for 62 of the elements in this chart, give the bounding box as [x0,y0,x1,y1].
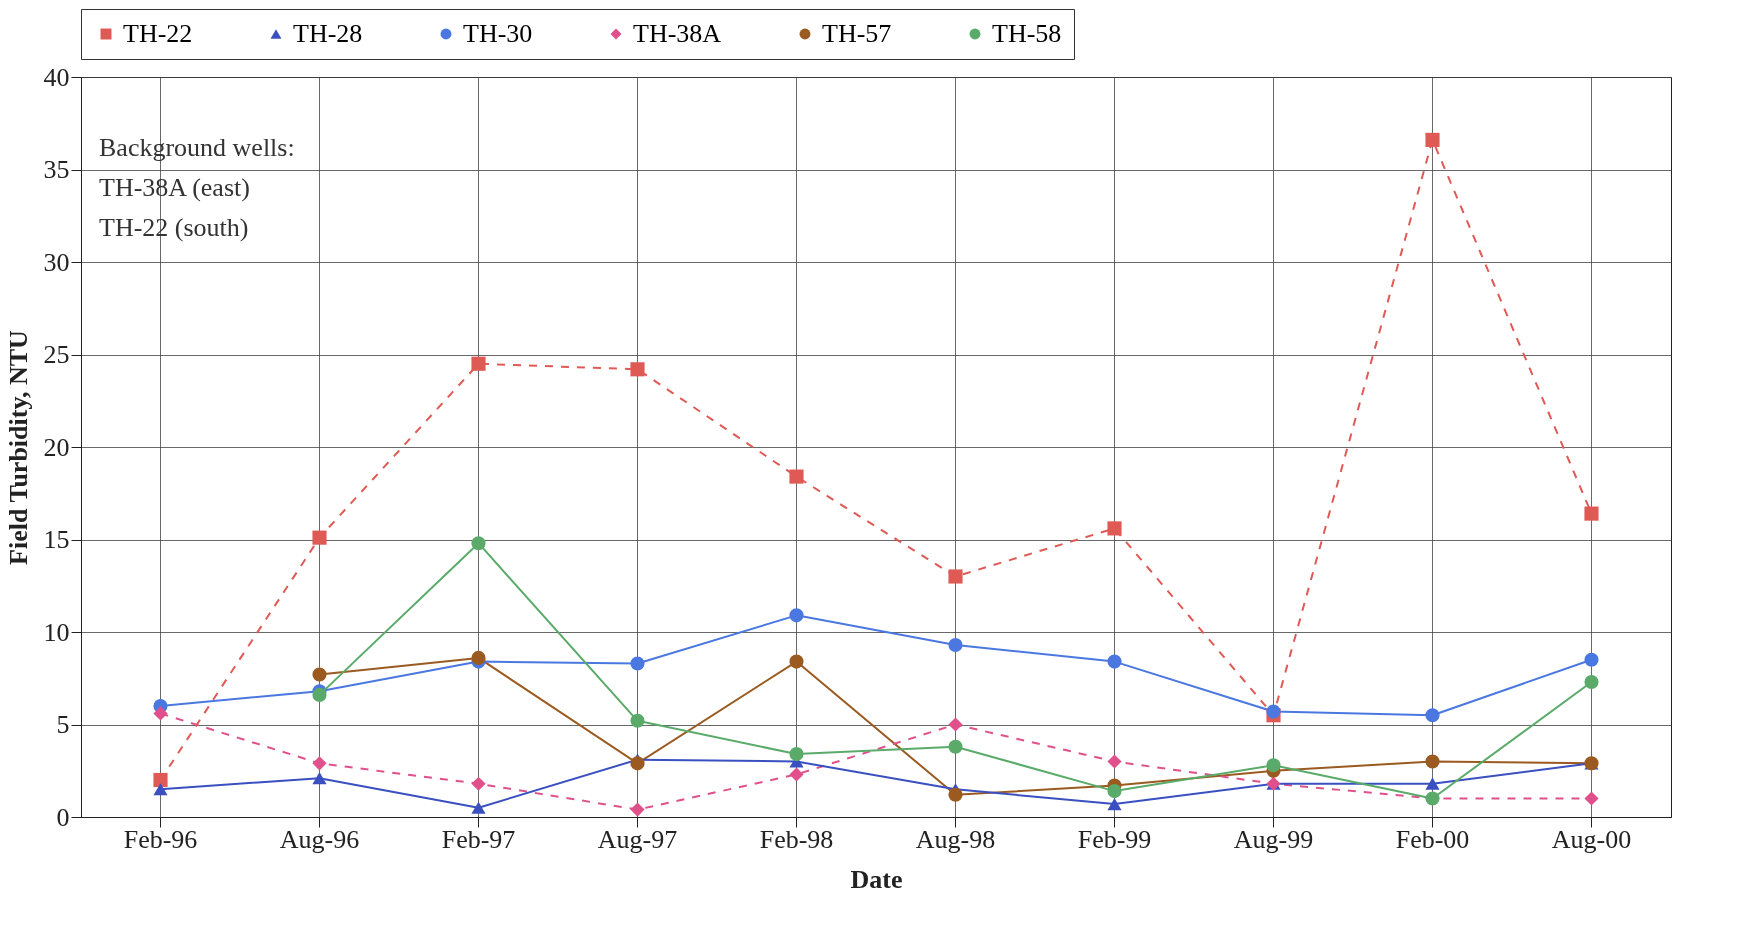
x-tick-label: Feb-97 [441,824,516,854]
point [630,802,645,817]
point [1425,777,1440,790]
point [312,530,327,545]
point [789,767,804,782]
x-tick-label: Feb-00 [1395,824,1470,854]
point [630,656,645,671]
y-tick-label: 5 [56,710,70,739]
x-tick-label: Aug-96 [279,824,360,854]
point [153,772,168,788]
point [1107,797,1122,811]
point [789,469,804,484]
point [948,637,963,653]
legend-label: TH-38A [633,19,722,48]
y-tick-label: 0 [56,802,70,832]
point [312,756,327,771]
point [1425,132,1440,147]
legend-label: TH-28 [293,19,363,48]
x-axis-title: Date [850,864,903,894]
legend-label: TH-22 [123,19,193,48]
y-tick-label: 20 [43,432,70,462]
point [153,706,168,721]
legend-label: TH-30 [463,19,533,48]
point [1107,654,1122,669]
x-tick-label: Feb-96 [123,824,198,854]
legend-label: TH-57 [822,19,892,48]
x-tick-label: Aug-00 [1551,824,1632,854]
y-tick-label: 15 [43,525,70,554]
point [471,801,486,814]
x-tick-label: Aug-99 [1233,824,1314,854]
y-tick-label: 30 [43,247,70,277]
point [948,569,963,584]
point [1425,754,1440,769]
x-tick-label: Aug-98 [915,824,996,854]
point [1584,791,1599,806]
legend-label: TH-58 [992,19,1062,48]
point [1584,506,1599,521]
point [789,654,804,669]
point [1107,754,1122,769]
point [1425,708,1440,723]
point [1584,652,1599,667]
y-tick-label: 40 [43,62,70,92]
x-tick-label: Aug-97 [597,824,678,854]
y-tick-label: 10 [43,617,70,647]
point [153,783,168,796]
x-tick-label: Feb-98 [759,824,834,854]
y-tick-label: 35 [43,155,70,184]
x-tick-label: Feb-99 [1077,824,1152,854]
y-axis-title: Field Turbidity, NTU [3,329,33,565]
point [630,362,645,377]
point [789,608,804,623]
point [471,650,486,665]
point [312,772,327,785]
y-tick-label: 25 [43,340,70,369]
point [471,356,486,371]
point [630,756,645,771]
point [948,717,963,732]
point [1266,704,1281,719]
point [948,787,963,802]
point [471,776,486,791]
point [1107,521,1122,536]
point [312,667,327,682]
